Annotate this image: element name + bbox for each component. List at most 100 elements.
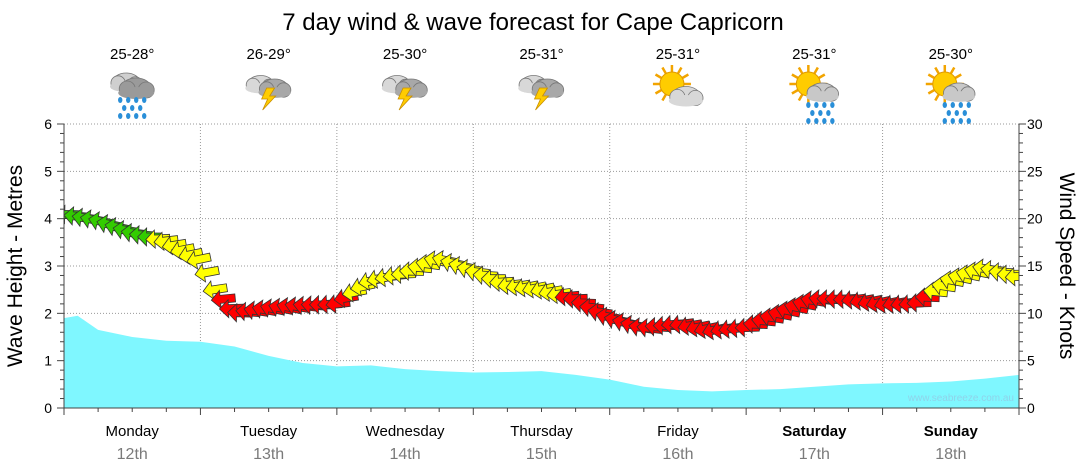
right-tick-label: 0 bbox=[1027, 400, 1035, 416]
day-name-label: Saturday bbox=[782, 423, 847, 440]
wind-arrow bbox=[906, 292, 932, 313]
rain-icon bbox=[110, 72, 155, 119]
sun-ray bbox=[681, 73, 690, 80]
rain-drop bbox=[142, 97, 147, 103]
day-name-label: Thursday bbox=[510, 423, 573, 440]
right-tick-label: 30 bbox=[1027, 116, 1043, 132]
wind-arrow-shape bbox=[914, 287, 940, 308]
wind-arrow bbox=[1004, 266, 1019, 287]
left-axis-title: Wave Height - Metres bbox=[4, 165, 27, 367]
cloud-shape bbox=[806, 91, 839, 102]
chart-title: 7 day wind & wave forecast for Cape Capr… bbox=[282, 9, 784, 36]
day-name-label: Sunday bbox=[924, 423, 979, 440]
left-tick-label: 5 bbox=[44, 163, 52, 179]
right-tick-label: 15 bbox=[1027, 258, 1043, 274]
rain-drop bbox=[830, 118, 835, 124]
day-name-label: Monday bbox=[106, 423, 160, 440]
right-axis-ticks: 0 5 10 15 20 25 30 bbox=[1019, 116, 1043, 416]
rain-drop bbox=[818, 110, 823, 116]
lightning-bolt bbox=[533, 87, 550, 111]
rain-drop bbox=[946, 110, 951, 116]
weather-row: 25-28° 26-29° 25-30° 25-31° 25-31° 25-31° 25-3… bbox=[110, 46, 976, 124]
wave-height-area bbox=[64, 315, 1019, 408]
storm-icon bbox=[381, 75, 428, 111]
sun-ray bbox=[661, 66, 668, 75]
sun-ray bbox=[954, 73, 962, 80]
sun-ray bbox=[797, 66, 804, 75]
day-labels: Monday 12th Tuesday 13th Wednesday 14th Thursd… bbox=[106, 423, 979, 463]
wind-arrow bbox=[914, 287, 940, 308]
left-tick-label: 6 bbox=[44, 116, 52, 132]
day-date-label: 12th bbox=[117, 446, 148, 463]
rain-drop bbox=[134, 113, 139, 119]
wind-arrow bbox=[194, 263, 220, 283]
rain-drop bbox=[958, 118, 963, 124]
rain-drop bbox=[118, 97, 123, 103]
day-date-label: 16th bbox=[662, 446, 693, 463]
rain-drop bbox=[822, 118, 827, 124]
day-date-label: 14th bbox=[390, 446, 421, 463]
rain-drop bbox=[806, 118, 811, 124]
rain-drop bbox=[942, 102, 947, 108]
temperature-label: 25-31° bbox=[792, 46, 836, 63]
day-date-label: 17th bbox=[799, 446, 830, 463]
left-tick-label: 0 bbox=[44, 400, 52, 416]
cloud-shape bbox=[118, 87, 155, 99]
right-tick-label: 10 bbox=[1027, 305, 1043, 321]
sun-ray bbox=[927, 88, 936, 95]
left-tick-label: 3 bbox=[44, 258, 52, 274]
rain-drop bbox=[830, 102, 835, 108]
sun-ray bbox=[813, 66, 819, 75]
sun-ray bbox=[654, 73, 663, 80]
credit-text: www.seabreeze.com.au bbox=[907, 393, 1014, 404]
temperature-label: 25-28° bbox=[110, 46, 154, 63]
temperature-label: 26-29° bbox=[246, 46, 290, 63]
sun-ray bbox=[676, 66, 683, 75]
cloud-shape bbox=[942, 91, 975, 102]
right-axis-title: Wind Speed - Knots bbox=[1055, 173, 1078, 360]
rain-drop bbox=[806, 102, 811, 108]
lightning-bolt bbox=[397, 87, 413, 111]
rain-drop bbox=[814, 102, 819, 108]
day-name-label: Friday bbox=[657, 423, 699, 440]
rain-drop bbox=[966, 102, 971, 108]
day-date-label: 13th bbox=[253, 446, 284, 463]
storm-icon bbox=[245, 75, 292, 111]
sun-shower-icon bbox=[789, 65, 839, 124]
day-date-label: 18th bbox=[935, 446, 966, 463]
wind-arrow bbox=[186, 250, 212, 270]
sun-ray bbox=[654, 88, 663, 95]
left-tick-label: 4 bbox=[44, 211, 52, 227]
rain-drop bbox=[958, 102, 963, 108]
rain-drop bbox=[130, 105, 135, 111]
sun-ray bbox=[797, 93, 804, 102]
rain-drop bbox=[810, 110, 815, 116]
rain-drop bbox=[954, 110, 959, 116]
sun-ray bbox=[934, 93, 940, 102]
left-axis-ticks: 0 1 2 3 4 5 6 bbox=[44, 116, 1020, 416]
sun-ray bbox=[927, 73, 936, 80]
right-tick-label: 5 bbox=[1027, 353, 1035, 369]
sun-ray bbox=[934, 66, 940, 75]
rain-drop bbox=[950, 118, 955, 124]
sun-ray bbox=[791, 73, 799, 80]
rain-drop bbox=[826, 110, 831, 116]
wind-arrow-shape bbox=[186, 250, 212, 270]
partly-sunny-icon bbox=[652, 65, 704, 107]
sun-shower-icon bbox=[925, 65, 976, 124]
rain-drop bbox=[122, 105, 127, 111]
sun-ray bbox=[661, 93, 668, 102]
rain-drop bbox=[950, 102, 955, 108]
rain-drop bbox=[962, 110, 967, 116]
sun-ray bbox=[949, 66, 956, 75]
day-name-label: Wednesday bbox=[366, 423, 445, 440]
wind-arrow-shape bbox=[1004, 266, 1019, 287]
rain-drop bbox=[814, 118, 819, 124]
day-date-label: 15th bbox=[526, 446, 557, 463]
temperature-label: 25-31° bbox=[656, 46, 700, 63]
rain-drop bbox=[822, 102, 827, 108]
rain-drop bbox=[138, 105, 143, 111]
temperature-label: 25-30° bbox=[383, 46, 427, 63]
temperature-label: 25-31° bbox=[519, 46, 563, 63]
